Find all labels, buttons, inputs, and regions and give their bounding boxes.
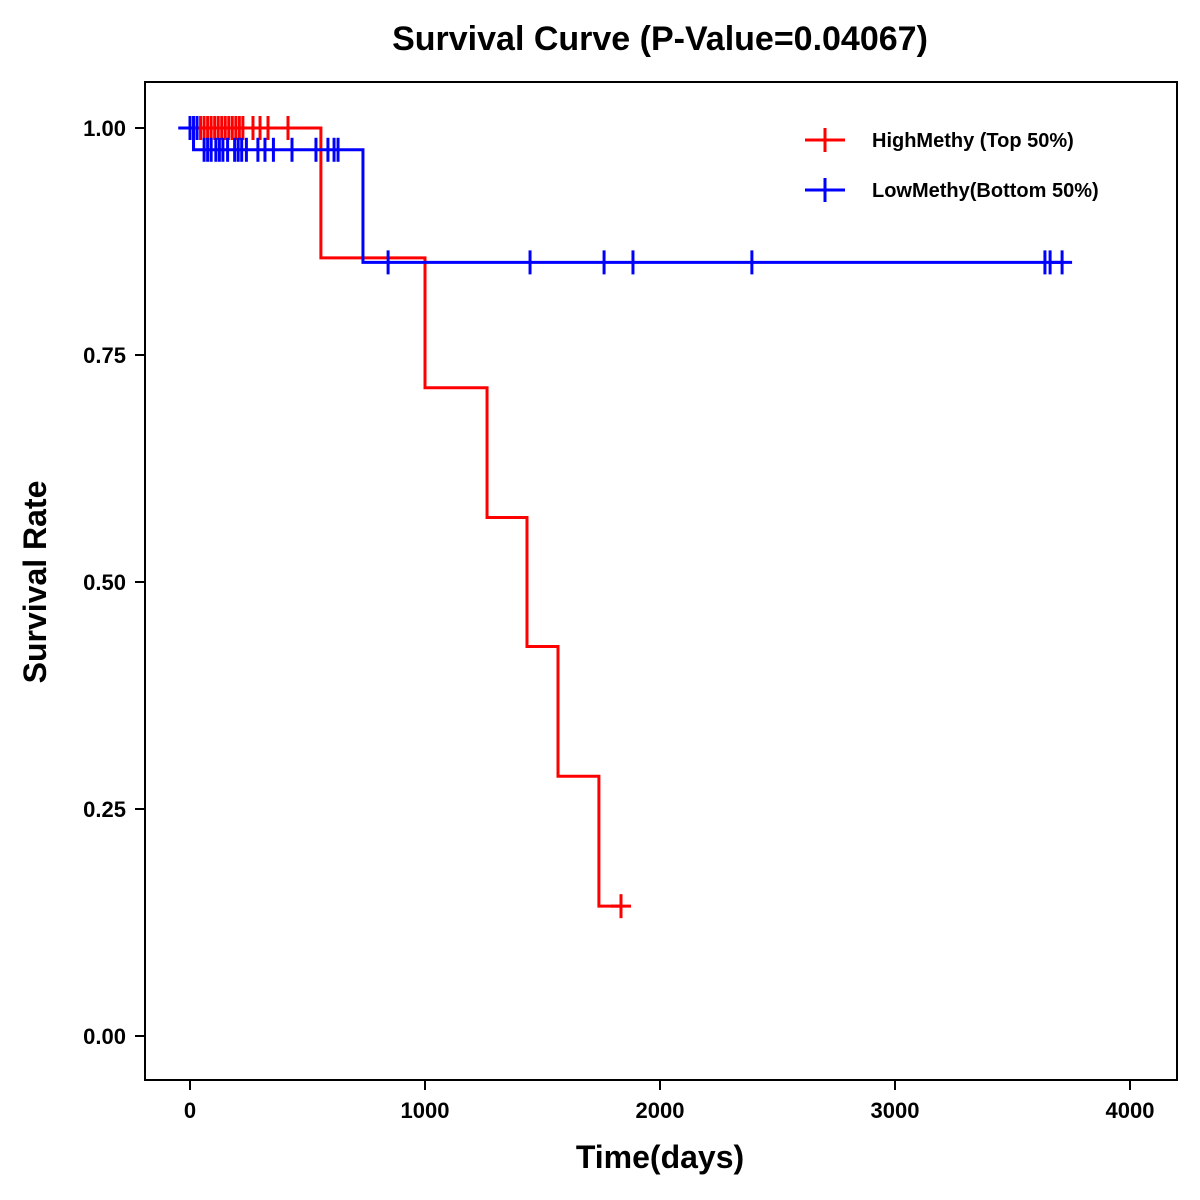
x-tick-label: 2000 [636,1098,685,1123]
y-tick-label: 0.50 [83,570,126,595]
y-tick-label: 1.00 [83,116,126,141]
series-layer [178,116,1073,919]
y-axis-label: Survival Rate [17,481,53,684]
series-high [190,116,631,919]
legend: HighMethy (Top 50%) LowMethy(Bottom 50%) [805,128,1099,202]
y-tick-label: 0.75 [83,343,126,368]
x-axis-label: Time(days) [576,1139,744,1175]
legend-label-low: LowMethy(Bottom 50%) [872,180,1099,202]
x-tick-label: 0 [184,1098,196,1123]
series-low [178,116,1073,275]
y-tick-label: 0.25 [83,797,126,822]
legend-marker-low [805,178,845,202]
legend-marker-high [805,128,845,152]
x-axis: 0 1000 2000 3000 4000 [184,1080,1155,1123]
x-tick-label: 1000 [401,1098,450,1123]
x-tick-label: 3000 [871,1098,920,1123]
plot-panel [144,81,1178,1081]
x-tick-label: 4000 [1106,1098,1155,1123]
survival-curve [190,126,621,908]
legend-label-high: HighMethy (Top 50%) [872,130,1074,152]
y-axis: 0.00 0.25 0.50 0.75 1.00 [83,116,145,1049]
y-tick-label: 0.00 [83,1024,126,1049]
chart-title: Survival Curve (P-Value=0.04067) [392,20,928,58]
